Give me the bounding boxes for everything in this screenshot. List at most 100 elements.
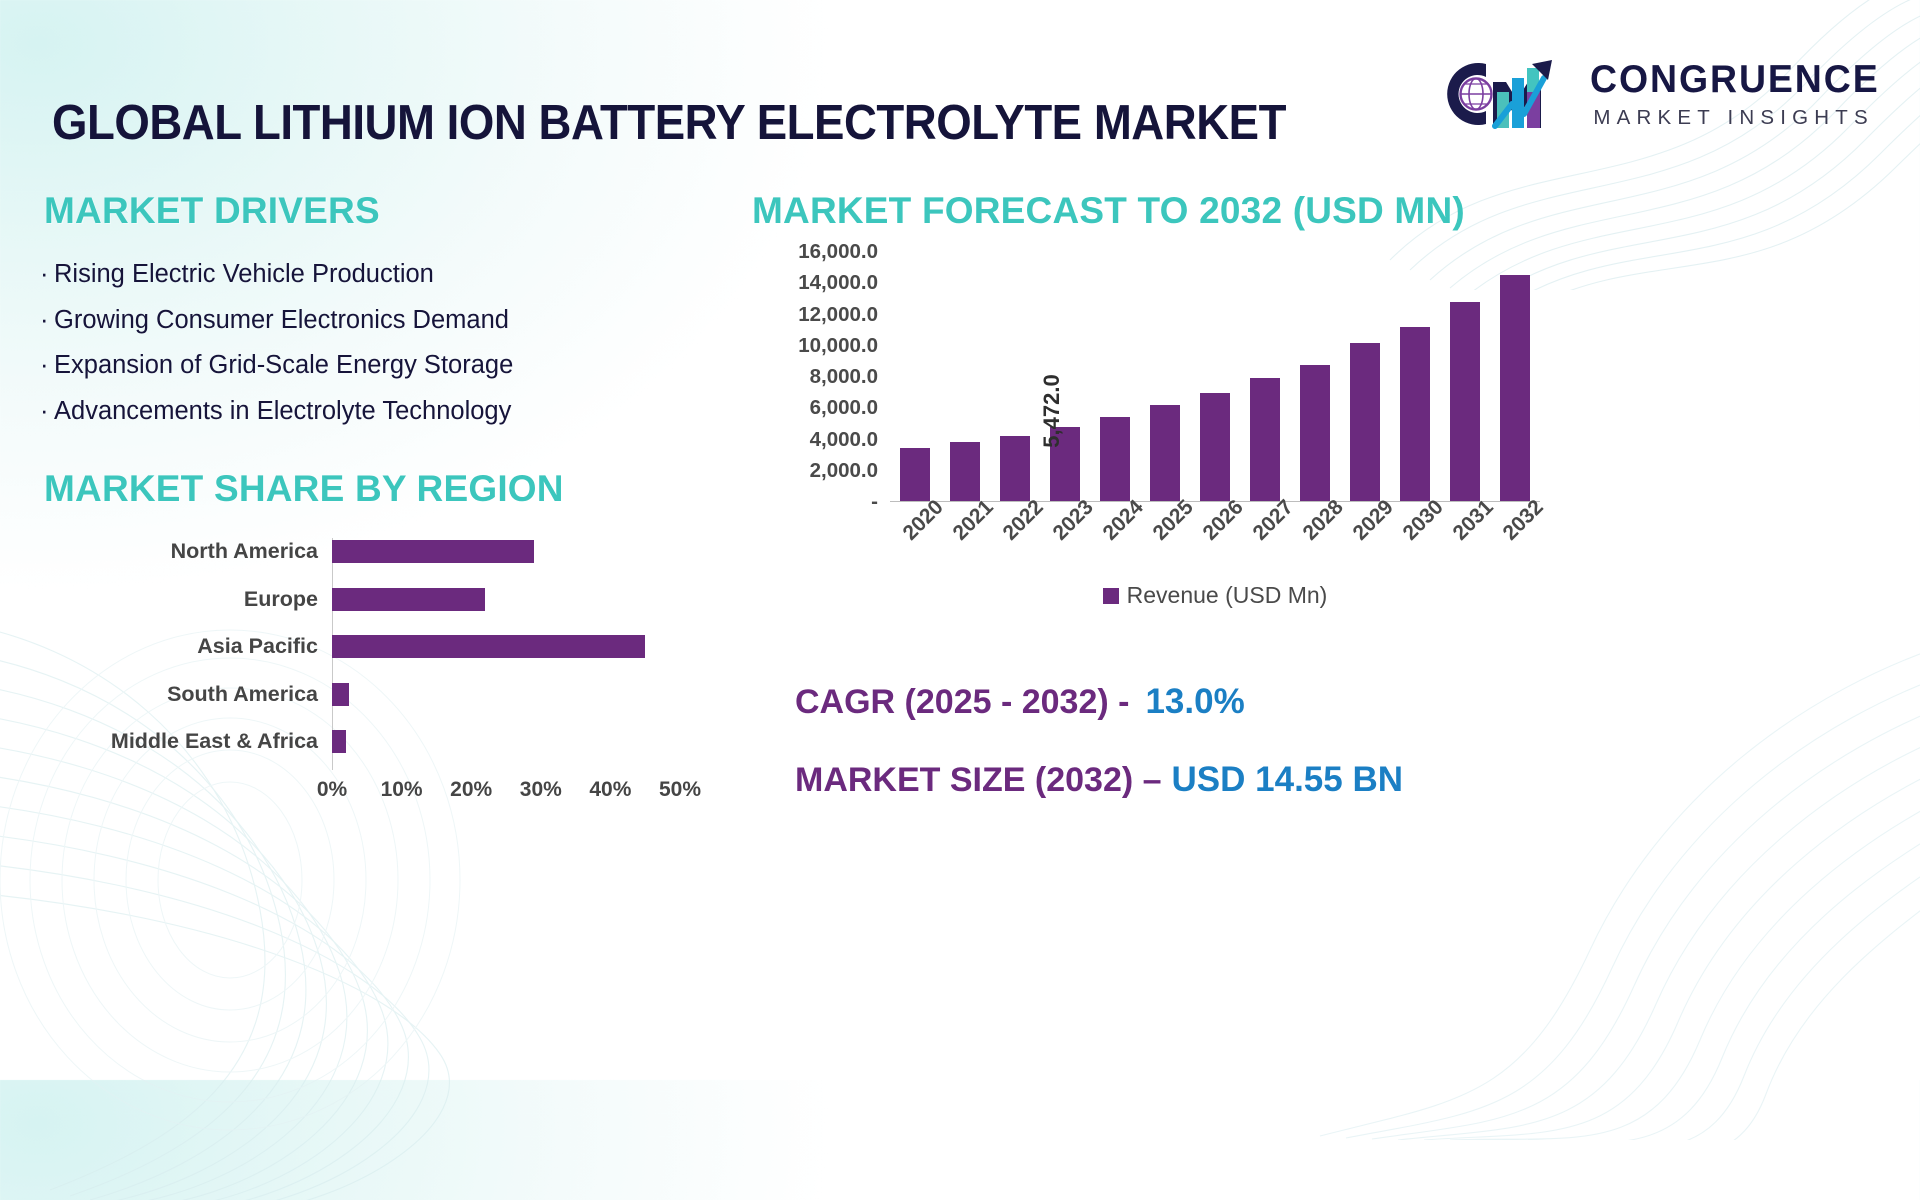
market-drivers-list: · Rising Electric Vehicle Production · Gro…: [40, 260, 700, 444]
region-x-tick: 40%: [589, 778, 632, 801]
forecast-bar: [1050, 427, 1080, 502]
forecast-bar-column: 5,472.0: [1039, 252, 1140, 502]
market-size-stat: MARKET SIZE (2032) – USD 14.55 BN: [795, 760, 1403, 800]
forecast-data-label: 5,472.0: [1039, 373, 1065, 448]
header: GLOBAL LITHIUM ION BATTERY ELECTROLYTE M…: [0, 0, 1920, 180]
region-label: Asia Pacific: [197, 634, 318, 659]
forecast-baseline: [890, 500, 1540, 502]
forecast-bars: 5,472.0: [890, 252, 1540, 502]
forecast-x-tick-slot: 2025: [1140, 495, 1197, 570]
bullet-icon: ·: [40, 396, 49, 425]
forecast-bar-column: [890, 252, 940, 502]
region-x-tick: 20%: [450, 778, 493, 801]
forecast-bar-column: [1390, 252, 1440, 502]
forecast-x-tick-slot: 2026: [1190, 495, 1247, 570]
forecast-bar: [1000, 435, 1030, 502]
driver-text: Growing Consumer Electronics Demand: [54, 305, 509, 334]
forecast-x-tick-slot: 2028: [1290, 495, 1347, 570]
legend-label: Revenue (USD Mn): [1126, 582, 1328, 608]
forecast-bar: [900, 448, 930, 502]
logo-tagline: MARKET INSIGHTS: [1593, 105, 1874, 129]
driver-text: Rising Electric Vehicle Production: [54, 260, 434, 288]
list-item: · Rising Electric Vehicle Production: [40, 260, 700, 288]
forecast-x-tick-slot: 2024: [1090, 495, 1147, 570]
market-size-label: MARKET SIZE (2032) –: [795, 761, 1162, 799]
market-share-heading: MARKET SHARE BY REGION: [44, 468, 564, 509]
forecast-bar: [1350, 343, 1380, 502]
region-bar: [332, 540, 534, 564]
bullet-icon: ·: [40, 305, 49, 334]
forecast-legend: Revenue (USD Mn): [890, 582, 1540, 609]
logo-name: CONGRUENCE: [1590, 57, 1880, 101]
region-bar: [332, 635, 646, 659]
region-x-tick: 0%: [316, 778, 348, 801]
forecast-bar-column: [1240, 252, 1290, 502]
region-chart-row: Europe: [40, 576, 680, 624]
forecast-x-tick-slot: 2030: [1390, 495, 1447, 570]
forecast-x-tick-slot: 2020: [890, 495, 947, 570]
region-x-tick: 10%: [380, 778, 423, 801]
region-chart-x-ticks: 0% 10% 20% 30% 40% 50%: [317, 778, 701, 808]
region-bar-track: [332, 576, 680, 624]
list-item: · Advancements in Electrolyte Technology: [40, 396, 700, 425]
page-title: GLOBAL LITHIUM ION BATTERY ELECTROLYTE M…: [52, 96, 1286, 150]
region-chart-row: Middle East & Africa: [40, 718, 680, 766]
driver-text: Expansion of Grid-Scale Energy Storage: [54, 351, 514, 379]
forecast-bar: [1500, 274, 1530, 502]
cagr-stat: CAGR (2025 - 2032) - 13.0%: [795, 682, 1245, 722]
forecast-bar-column: [1440, 252, 1490, 502]
region-bar: [332, 682, 350, 706]
region-chart-row: North America: [40, 528, 680, 576]
forecast-x-tick-slot: 2023: [1040, 495, 1097, 570]
forecast-y-tick: 12,000.0: [798, 302, 878, 326]
forecast-bar-column: [1140, 252, 1190, 502]
forecast-y-tick: 10,000.0: [798, 333, 878, 357]
region-label: Middle East & Africa: [110, 729, 318, 754]
region-bar-track: [332, 528, 680, 576]
forecast-x-tick-slot: 2021: [940, 495, 997, 570]
forecast-bar: [1300, 364, 1330, 502]
region-bar-track: [332, 623, 680, 671]
forecast-x-tick-slot: 2027: [1240, 495, 1297, 570]
forecast-bar-column: [1340, 252, 1390, 502]
region-label: South America: [167, 681, 318, 706]
forecast-y-tick: 14,000.0: [798, 271, 878, 295]
cagr-label: CAGR (2025 - 2032) -: [795, 683, 1130, 721]
market-forecast-heading: MARKET FORECAST TO 2032 (USD MN): [752, 190, 1465, 231]
logo-cm-icon: [1440, 48, 1572, 140]
region-bar-track: [332, 718, 680, 766]
list-item: · Expansion of Grid-Scale Energy Storage: [40, 351, 700, 379]
driver-text: Advancements in Electrolyte Technology: [54, 396, 512, 425]
legend-swatch-icon: [1102, 587, 1119, 604]
forecast-x-tick-slot: 2031: [1440, 495, 1497, 570]
brand-logo[interactable]: CONGRUENCE MARKET INSIGHTS: [1440, 48, 1892, 140]
forecast-bar-column: [940, 252, 990, 502]
region-bar: [332, 730, 346, 754]
forecast-bar: [950, 441, 980, 502]
forecast-bar: [1250, 377, 1280, 502]
bullet-icon: ·: [40, 351, 49, 379]
region-chart-row: Asia Pacific: [40, 623, 680, 671]
list-item: · Growing Consumer Electronics Demand: [40, 305, 700, 334]
forecast-bar-column: [1490, 252, 1540, 502]
forecast-bar: [1200, 393, 1230, 502]
region-x-tick: 30%: [519, 778, 562, 801]
cagr-value: 13.0%: [1145, 682, 1245, 721]
forecast-x-tick-slot: 2029: [1340, 495, 1397, 570]
forecast-plot-area: 5,472.0: [890, 252, 1540, 502]
market-share-by-region-chart: North America Europe Asia Pacific South Ame…: [40, 528, 701, 818]
region-label: Europe: [243, 586, 318, 611]
forecast-y-tick: 8,000.0: [809, 365, 878, 388]
forecast-x-tick-slot: 2032: [1490, 495, 1547, 570]
region-label: North America: [170, 539, 318, 564]
forecast-y-tick: 6,000.0: [809, 396, 878, 420]
forecast-y-tick: 16,000.0: [798, 240, 878, 263]
forecast-bar: [1450, 302, 1480, 502]
market-size-value: USD 14.55 BN: [1171, 760, 1404, 799]
bullet-icon: ·: [40, 260, 49, 288]
forecast-y-tick: 4,000.0: [809, 427, 878, 451]
forecast-x-tick-slot: 2022: [990, 495, 1047, 570]
forecast-bar-column: [1040, 252, 1090, 502]
forecast-bar-column: [1290, 252, 1340, 502]
market-drivers-heading: MARKET DRIVERS: [44, 190, 380, 231]
